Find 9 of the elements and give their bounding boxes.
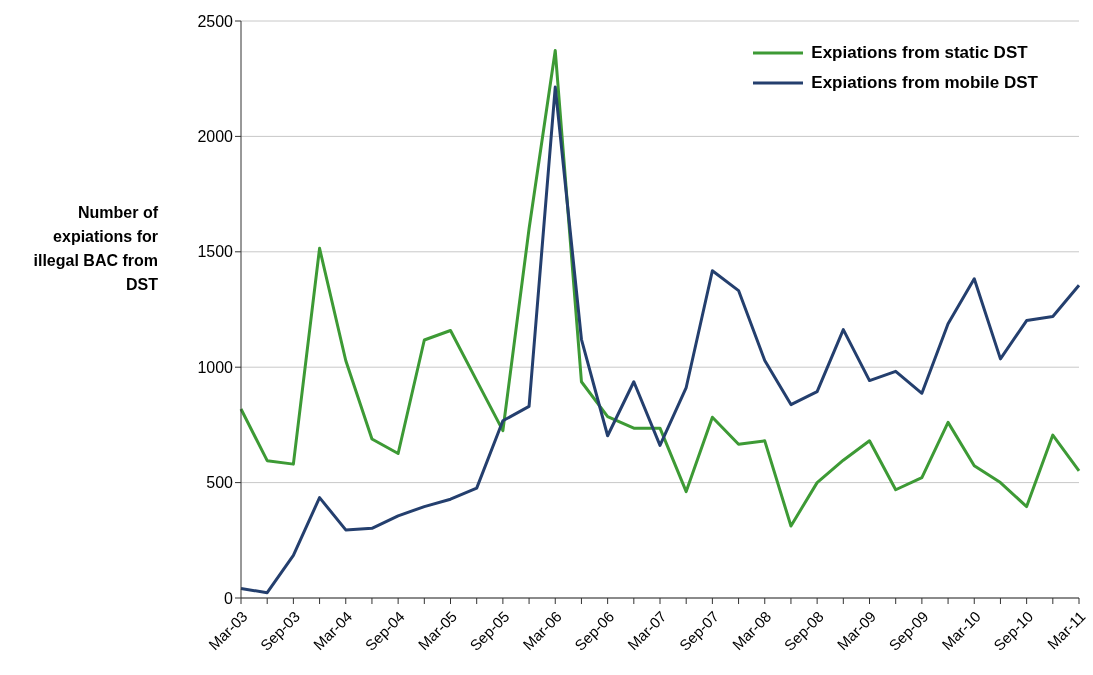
y-tick-label: 2500: [197, 12, 234, 30]
legend-label: Expiations from mobile DST: [811, 73, 1038, 93]
y-tick-label: 1000: [197, 358, 234, 376]
legend-label: Expiations from static DST: [811, 43, 1028, 63]
y-tick-label: 2000: [197, 128, 234, 146]
y-tick-label: 1500: [197, 243, 234, 261]
y-tick-label: 500: [206, 474, 234, 492]
y-axis-title: Number of expiations for illegal BAC from DST: [32, 203, 158, 295]
y-tick-label: 0: [224, 589, 234, 607]
